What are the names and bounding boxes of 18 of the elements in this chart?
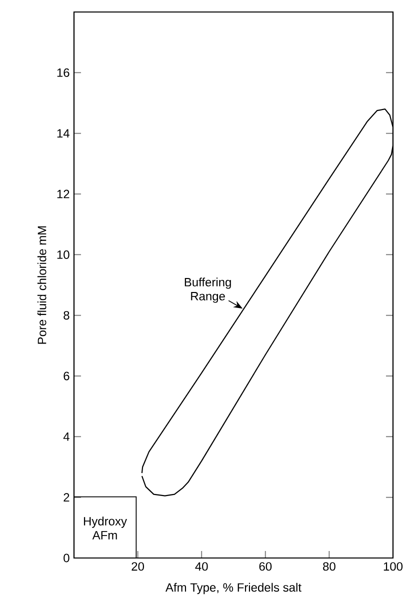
y-tick-label: 0 — [64, 554, 70, 562]
y-tick-label: 16 — [57, 68, 70, 77]
x-tick-label: 100 — [384, 562, 403, 571]
y-tick-label: 12 — [57, 190, 70, 198]
y-tick-label: 2 — [64, 493, 70, 502]
annotation: Hydroxy AFm — [84, 516, 127, 540]
x-tick-label: 60 — [259, 562, 272, 571]
annotation: Buffering Range — [184, 278, 231, 303]
y-tick-label: 6 — [64, 372, 70, 380]
x-tick-label: 40 — [195, 562, 208, 571]
y-tick-label: 10 — [57, 250, 70, 259]
y-tick-label: 4 — [63, 432, 70, 441]
y-axis-title: Pore fluid chloride mM — [37, 226, 46, 344]
y-tick-label: 14 — [57, 129, 70, 138]
x-tick-label: 80 — [323, 562, 336, 571]
x-axis-title: Afm Type, % Friedels salt — [165, 582, 302, 594]
x-tick-label: 20 — [132, 562, 144, 571]
y-tick-label: 8 — [64, 311, 70, 320]
